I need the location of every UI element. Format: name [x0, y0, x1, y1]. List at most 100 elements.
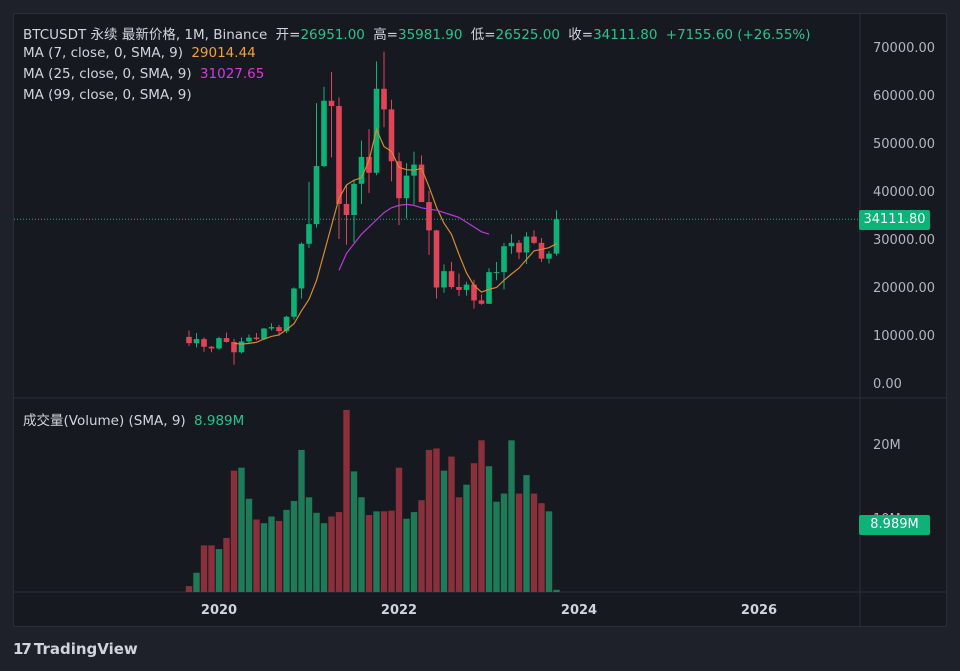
volume-bar	[380, 511, 388, 592]
volume-bar	[238, 467, 245, 592]
time-tick-label: 2022	[381, 603, 417, 618]
price-tick-label: 20000.00	[873, 281, 935, 296]
candle-body	[321, 100, 327, 167]
volume-bar	[433, 448, 440, 592]
candle-body	[186, 336, 192, 344]
volume-bar	[508, 440, 515, 592]
low-value: 26525.00	[495, 27, 560, 43]
volume-bar	[530, 493, 538, 592]
candle-body	[426, 202, 432, 231]
volume-bar	[305, 497, 313, 592]
volume-bar	[410, 512, 418, 592]
ma99-legend[interactable]: MA (99, close, 0, SMA, 9)	[23, 87, 196, 103]
open-label: 开=	[275, 27, 301, 43]
price-tick-label: 50000.00	[873, 137, 935, 152]
candle-body	[388, 109, 395, 162]
candle-body	[328, 100, 335, 107]
candle-body	[253, 337, 260, 340]
candle-body	[516, 242, 522, 253]
candle-body	[546, 253, 552, 259]
candle-body	[336, 106, 342, 204]
ma25-legend[interactable]: MA (25, close, 0, SMA, 9) 31027.65	[23, 66, 268, 82]
candle-body	[396, 161, 402, 199]
time-tick-label: 2020	[201, 603, 237, 618]
volume-bar	[215, 549, 223, 592]
volume-bar	[455, 497, 463, 592]
volume-bar	[253, 519, 260, 592]
candle-body	[298, 243, 305, 289]
volume-bar	[470, 463, 478, 592]
volume-bar	[373, 511, 380, 592]
volume-bar	[268, 516, 275, 592]
volume-bar	[500, 493, 508, 592]
candle-body	[291, 288, 297, 317]
tradingview-logo[interactable]: 17 TradingView	[13, 640, 138, 658]
time-tick-label: 2026	[741, 603, 777, 618]
ma7-label: MA (7, close, 0, SMA, 9)	[23, 45, 184, 61]
volume-bar	[493, 501, 500, 592]
ma7-legend[interactable]: MA (7, close, 0, SMA, 9) 29014.44	[23, 45, 260, 61]
volume-bar	[523, 475, 530, 592]
volume-bar	[275, 520, 283, 592]
candle-body	[508, 242, 515, 247]
volume-bar	[418, 500, 425, 592]
volume-bar	[440, 470, 448, 592]
open-value: 26951.00	[300, 27, 365, 43]
candle-body	[208, 346, 215, 349]
volume-bar	[193, 572, 200, 592]
volume-bar	[208, 545, 215, 592]
candle-body	[486, 272, 492, 304]
close-value: 34111.80	[593, 27, 658, 43]
volume-bar	[245, 498, 253, 592]
volume-bar	[478, 440, 485, 592]
volume-bar	[463, 484, 470, 592]
volume-legend[interactable]: 成交量(Volume) (SMA, 9) 8.989M	[23, 409, 248, 429]
volume-tick-label: 20M	[873, 438, 901, 453]
candle-body	[523, 236, 530, 253]
volume-bar	[320, 523, 328, 592]
candle-body	[471, 284, 477, 301]
low-label: 低=	[470, 27, 496, 43]
ma-purple-line	[338, 203, 490, 271]
volume-label: 成交量(Volume) (SMA, 9)	[23, 413, 186, 429]
symbol-legend: BTCUSDT 永续 最新价格, 1M, Binance 开=26951.00 …	[23, 23, 815, 43]
candle-body	[493, 272, 500, 274]
change-value: +7155.60 (+26.55%)	[665, 27, 811, 43]
volume-bar	[343, 409, 350, 592]
candle-body	[193, 339, 200, 344]
volume-bar	[485, 466, 493, 592]
volume-bar	[425, 449, 433, 592]
volume-bar	[283, 509, 290, 592]
candle-body	[501, 246, 507, 273]
candle-body	[366, 156, 372, 173]
candle-body	[306, 224, 312, 244]
candle-body	[538, 242, 545, 259]
candle-body	[441, 271, 447, 288]
candle-body	[403, 175, 410, 199]
time-tick-label: 2024	[561, 603, 597, 618]
volume-bar	[230, 470, 238, 592]
candle-body	[358, 156, 365, 184]
volume-bar	[388, 510, 395, 592]
candle-body	[531, 236, 537, 243]
candle-body	[456, 287, 462, 290]
candle-body	[381, 88, 387, 110]
volume-bar	[350, 471, 358, 592]
volume-bar	[185, 586, 193, 592]
ma25-value: 31027.65	[199, 66, 265, 82]
volume-bar	[313, 512, 320, 592]
ma99-label: MA (99, close, 0, SMA, 9)	[23, 87, 192, 103]
candle-body	[553, 219, 560, 254]
candle-body	[268, 327, 275, 329]
current-price-tag: 34111.80	[859, 210, 930, 230]
candle-body	[463, 284, 470, 290]
volume-bar	[200, 545, 208, 592]
candle-body	[231, 341, 237, 353]
price-tick-label: 70000.00	[873, 41, 935, 56]
volume-bar	[545, 511, 553, 592]
close-label: 收=	[568, 27, 594, 43]
volume-bar	[328, 516, 335, 592]
candle-body	[283, 316, 290, 332]
candle-body	[261, 328, 267, 340]
candle-body	[343, 203, 350, 215]
